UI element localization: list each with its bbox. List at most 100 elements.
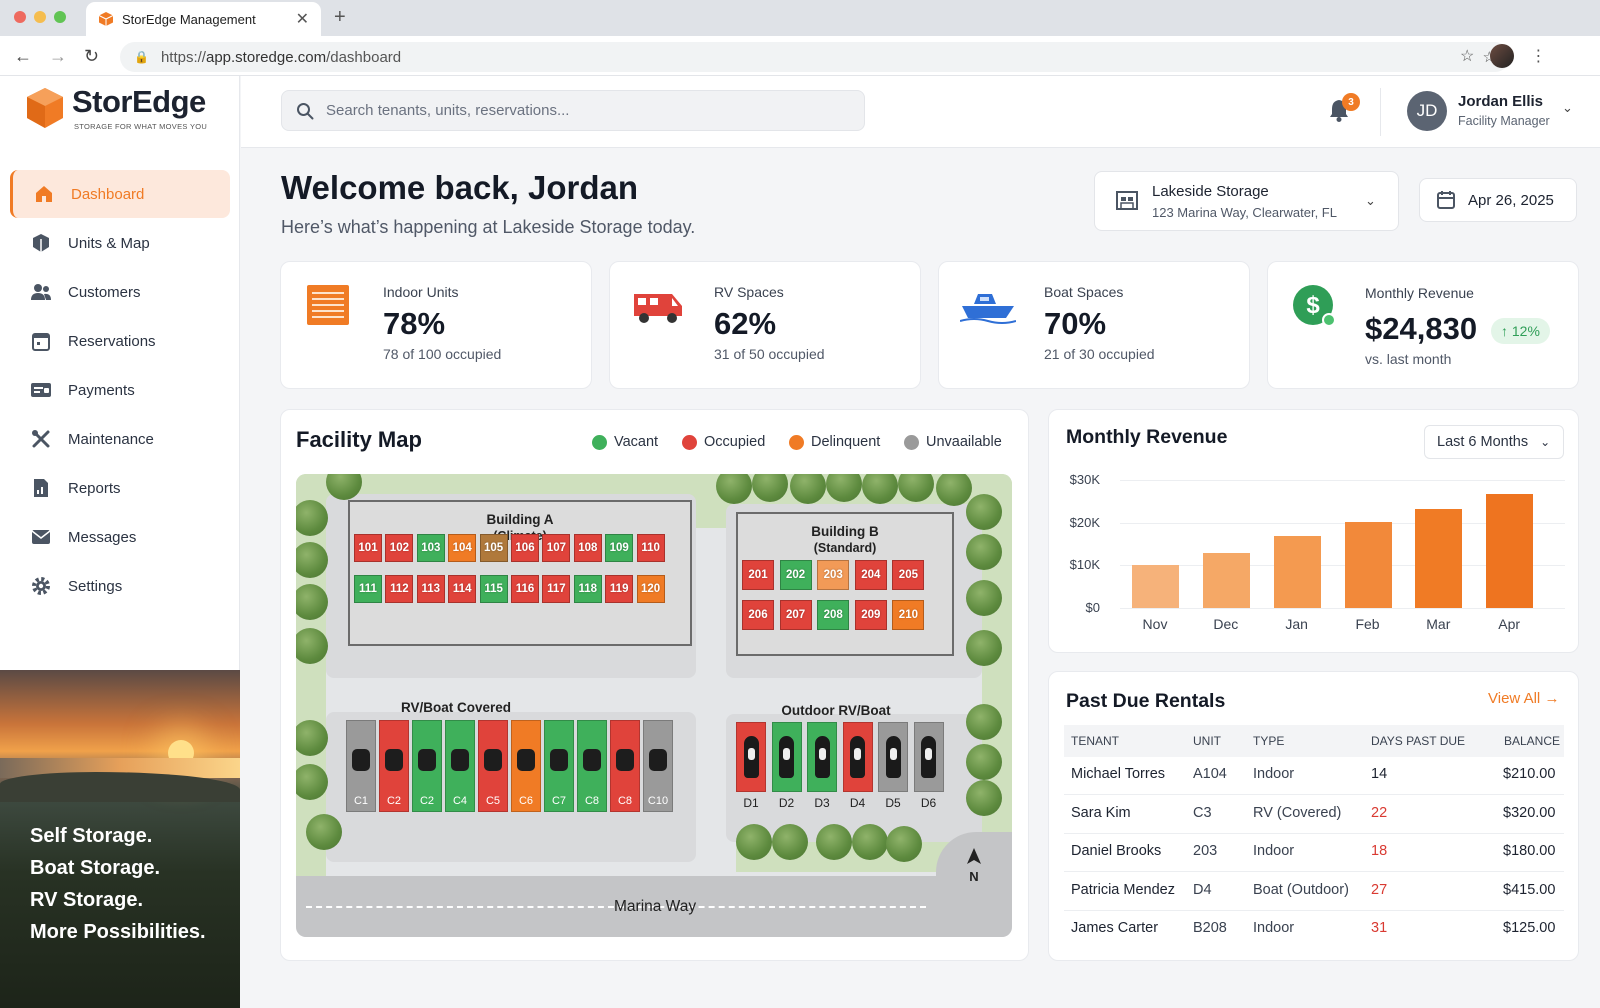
sidebar-item-settings[interactable]: Settings [10, 562, 230, 610]
rv-covered-slot[interactable]: C5 [478, 720, 508, 812]
rv-covered-slot[interactable]: C2 [412, 720, 442, 812]
building-a[interactable] [348, 500, 692, 646]
revenue-bar[interactable] [1486, 493, 1534, 608]
storage-unit[interactable]: 107 [542, 534, 571, 562]
rv-covered-slot[interactable]: C1 [346, 720, 376, 812]
storage-unit[interactable]: 102 [385, 534, 414, 562]
column-header[interactable]: BALANCE [1504, 734, 1561, 748]
sidebar-item-units-map[interactable]: Units & Map [10, 219, 230, 267]
chevron-down-icon[interactable]: ⌄ [1562, 100, 1573, 115]
outdoor-slot[interactable] [807, 722, 837, 792]
revenue-bar[interactable] [1202, 553, 1250, 608]
storage-unit[interactable]: 105 [479, 534, 508, 562]
range-select[interactable]: Last 6 Months ⌄ [1424, 425, 1564, 459]
search-input[interactable] [326, 102, 826, 119]
mail-icon [30, 526, 52, 548]
close-tab-icon[interactable]: ✕ [295, 11, 309, 28]
user-name[interactable]: Jordan Ellis [1458, 93, 1544, 110]
storage-unit[interactable]: 210 [892, 600, 925, 630]
revenue-bar[interactable] [1273, 536, 1321, 608]
storage-unit[interactable]: 118 [573, 575, 602, 603]
storage-unit[interactable]: 114 [448, 575, 477, 603]
storage-unit[interactable]: 103 [416, 534, 445, 562]
storage-unit[interactable]: 112 [385, 575, 414, 603]
storage-unit[interactable]: 116 [511, 575, 539, 603]
column-header[interactable]: DAYS PAST DUE [1371, 734, 1466, 748]
rv-covered-slot[interactable]: C10 [643, 720, 673, 812]
maximize-window-button[interactable] [54, 11, 66, 23]
forward-arrow-icon[interactable]: → [49, 46, 67, 66]
storage-unit[interactable]: 209 [854, 600, 887, 630]
storage-unit[interactable]: 203 [817, 560, 850, 590]
sidebar-item-reports[interactable]: Reports [10, 464, 230, 512]
stat-card-rv[interactable] [609, 261, 921, 389]
rv-covered-slot[interactable]: C8 [577, 720, 607, 812]
new-tab-icon[interactable]: + [334, 6, 346, 28]
back-arrow-icon[interactable]: ← [14, 46, 32, 66]
url-field[interactable]: 🔒 https://app.storedge.com/dashboard ☆ [120, 42, 1510, 72]
outdoor-slot[interactable] [913, 722, 944, 792]
user-avatar[interactable]: JD [1407, 91, 1447, 131]
storage-unit[interactable]: 104 [448, 534, 477, 562]
sidebar-item-maintenance[interactable]: Maintenance [10, 415, 230, 463]
storage-unit[interactable]: 109 [605, 534, 634, 562]
storage-unit[interactable]: 115 [479, 575, 508, 603]
rv-covered-slot[interactable]: C4 [445, 720, 475, 812]
revenue-bar[interactable] [1344, 521, 1392, 608]
column-header[interactable]: UNIT [1193, 734, 1221, 748]
table-cell-tenant: Michael Torres [1071, 766, 1166, 782]
facility-map[interactable]: Building A(Climate) Building B(Standard)… [296, 474, 1012, 937]
revenue-bar[interactable] [1415, 508, 1463, 608]
storage-unit[interactable]: 108 [573, 534, 602, 562]
storage-unit[interactable]: 201 [742, 560, 774, 590]
storage-unit[interactable]: 111 [354, 575, 382, 603]
outdoor-slot[interactable] [842, 722, 873, 792]
table-cell-tenant: Sara Kim [1071, 804, 1131, 821]
revenue-bar[interactable] [1132, 565, 1179, 608]
storage-unit[interactable]: 119 [605, 575, 634, 603]
storage-unit[interactable]: 204 [854, 560, 887, 590]
table-cell-balance: $180.00 [1503, 843, 1556, 859]
browser-profile-avatar[interactable] [1490, 44, 1515, 68]
storage-unit[interactable]: 120 [636, 575, 665, 603]
rv-covered-slot[interactable]: C7 [544, 720, 574, 812]
rv-covered-slot[interactable]: C2 [379, 720, 409, 812]
storage-unit[interactable]: 202 [779, 560, 812, 590]
minimize-window-button[interactable] [34, 11, 46, 23]
sidebar-item-customers[interactable]: Customers [10, 268, 230, 316]
storage-unit[interactable]: 207 [779, 600, 812, 630]
storage-unit[interactable]: 205 [892, 560, 925, 590]
outdoor-slot[interactable] [878, 722, 908, 792]
reload-icon[interactable]: ↻ [84, 46, 100, 66]
storage-unit[interactable]: 110 [636, 534, 665, 562]
column-header[interactable]: TENANT [1071, 734, 1119, 748]
facility-selector[interactable] [1094, 171, 1399, 231]
chevron-down-icon[interactable]: ⌄ [1365, 193, 1376, 208]
rv-covered-slot[interactable]: C8 [610, 720, 640, 812]
storedge-logo[interactable]: StorEdge STORAGE FOR WHAT MOVES YOU [26, 84, 207, 131]
sidebar-item-messages[interactable]: Messages [10, 513, 230, 561]
storage-unit[interactable]: 208 [817, 600, 850, 630]
close-window-button[interactable] [14, 11, 26, 23]
storage-unit[interactable]: 106 [511, 534, 539, 562]
storage-unit[interactable]: 206 [742, 600, 774, 630]
browser-tab[interactable]: StorEdge Management ✕ [86, 2, 321, 36]
outdoor-slot[interactable] [771, 722, 802, 792]
outdoor-slot[interactable] [736, 722, 766, 792]
browser-menu-icon[interactable]: ⋮ [1530, 48, 1547, 65]
bookmark-star-icon[interactable]: ☆ [1460, 48, 1475, 65]
date-picker[interactable]: Apr 26, 2025 [1419, 178, 1577, 222]
stat-card-boat[interactable] [938, 261, 1250, 389]
sidebar-item-dashboard[interactable]: Dashboard [10, 170, 230, 218]
sidebar-item-reservations[interactable]: Reservations [10, 317, 230, 365]
rv-covered-slot[interactable]: C6 [511, 720, 541, 812]
storage-unit[interactable]: 113 [416, 575, 445, 603]
column-header[interactable]: TYPE [1253, 734, 1285, 748]
storage-unit[interactable]: 117 [542, 575, 571, 603]
view-all-link[interactable]: View All → [1488, 690, 1559, 707]
storage-unit[interactable]: 101 [354, 534, 382, 562]
home-icon [33, 183, 55, 205]
gridline [1120, 480, 1565, 481]
search-box[interactable] [281, 90, 865, 131]
sidebar-item-payments[interactable]: Payments [10, 366, 230, 414]
